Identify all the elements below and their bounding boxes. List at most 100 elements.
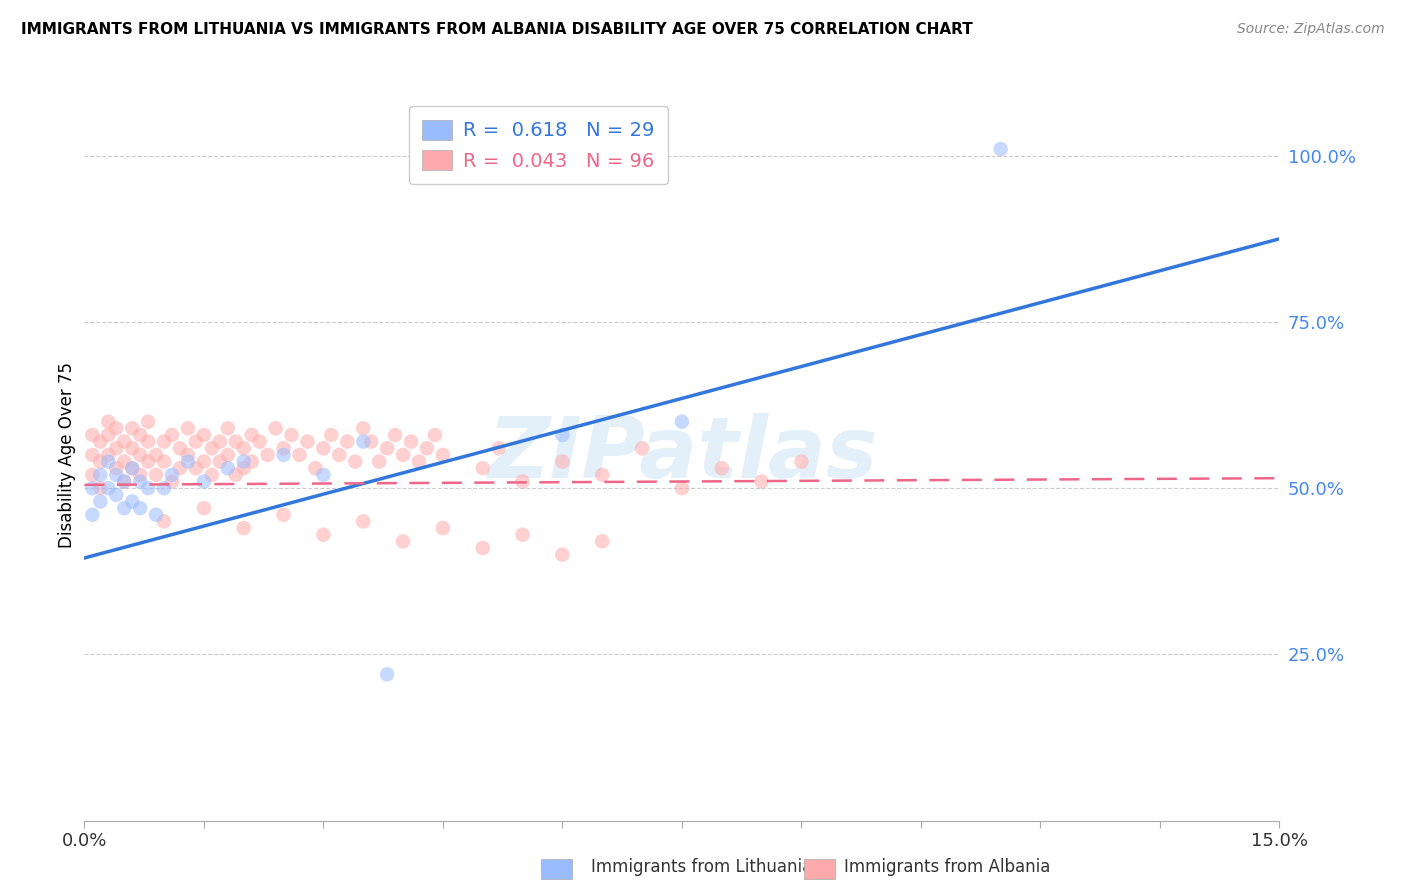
- Point: [240, 428, 263, 442]
- Point: [153, 515, 176, 529]
- Point: [352, 515, 374, 529]
- Point: [153, 481, 176, 495]
- Point: [193, 501, 215, 516]
- Point: [129, 475, 152, 489]
- Point: [121, 461, 143, 475]
- Point: [312, 442, 335, 456]
- Point: [145, 508, 167, 522]
- Point: [352, 434, 374, 449]
- Point: [201, 442, 224, 456]
- Point: [432, 521, 454, 535]
- Point: [392, 448, 415, 462]
- Point: [201, 467, 224, 482]
- Point: [249, 434, 271, 449]
- Point: [177, 421, 200, 435]
- Point: [112, 501, 135, 516]
- Text: Immigrants from Lithuania: Immigrants from Lithuania: [591, 858, 811, 876]
- Point: [240, 454, 263, 468]
- Point: [232, 461, 254, 475]
- Point: [112, 475, 135, 489]
- Point: [471, 541, 494, 555]
- Point: [217, 448, 239, 462]
- Point: [105, 467, 128, 482]
- Point: [631, 442, 654, 456]
- Point: [193, 454, 215, 468]
- Point: [184, 461, 207, 475]
- Point: [121, 421, 143, 435]
- Point: [321, 428, 343, 442]
- Point: [153, 454, 176, 468]
- Point: [551, 548, 574, 562]
- Point: [551, 454, 574, 468]
- Point: [344, 454, 367, 468]
- Point: [232, 442, 254, 456]
- Point: [145, 448, 167, 462]
- Point: [129, 501, 152, 516]
- Point: [375, 442, 398, 456]
- Point: [710, 461, 733, 475]
- Point: [160, 428, 183, 442]
- Point: [990, 142, 1012, 156]
- Point: [225, 434, 247, 449]
- Point: [112, 475, 135, 489]
- Point: [408, 454, 430, 468]
- Point: [591, 467, 613, 482]
- Point: [89, 467, 111, 482]
- Text: ZIPatlas: ZIPatlas: [486, 413, 877, 497]
- Point: [591, 534, 613, 549]
- Legend: R =  0.618   N = 29, R =  0.043   N = 96: R = 0.618 N = 29, R = 0.043 N = 96: [409, 106, 668, 185]
- Point: [193, 475, 215, 489]
- Point: [160, 467, 183, 482]
- Point: [169, 442, 191, 456]
- Point: [129, 448, 152, 462]
- Point: [177, 448, 200, 462]
- Point: [97, 454, 120, 468]
- Point: [375, 667, 398, 681]
- Point: [153, 434, 176, 449]
- Point: [82, 428, 104, 442]
- Point: [264, 421, 287, 435]
- Point: [145, 467, 167, 482]
- Point: [273, 508, 295, 522]
- Text: Source: ZipAtlas.com: Source: ZipAtlas.com: [1237, 22, 1385, 37]
- Point: [423, 428, 446, 442]
- Point: [336, 434, 359, 449]
- Point: [208, 434, 231, 449]
- Point: [121, 442, 143, 456]
- Point: [416, 442, 439, 456]
- Point: [551, 428, 574, 442]
- Point: [136, 434, 159, 449]
- Point: [512, 527, 534, 541]
- Point: [217, 461, 239, 475]
- Point: [193, 428, 215, 442]
- Point: [328, 448, 350, 462]
- Point: [112, 454, 135, 468]
- Point: [471, 461, 494, 475]
- Point: [121, 494, 143, 508]
- Point: [105, 488, 128, 502]
- Point: [384, 428, 406, 442]
- Point: [89, 454, 111, 468]
- Point: [89, 481, 111, 495]
- Point: [82, 467, 104, 482]
- Point: [790, 454, 813, 468]
- Point: [136, 481, 159, 495]
- Point: [160, 475, 183, 489]
- Point: [273, 442, 295, 456]
- Point: [89, 494, 111, 508]
- Text: IMMIGRANTS FROM LITHUANIA VS IMMIGRANTS FROM ALBANIA DISABILITY AGE OVER 75 CORR: IMMIGRANTS FROM LITHUANIA VS IMMIGRANTS …: [21, 22, 973, 37]
- Point: [360, 434, 382, 449]
- Point: [136, 454, 159, 468]
- Point: [225, 467, 247, 482]
- Point: [184, 434, 207, 449]
- Point: [368, 454, 391, 468]
- Y-axis label: Disability Age Over 75: Disability Age Over 75: [58, 362, 76, 548]
- Point: [488, 442, 510, 456]
- Point: [399, 434, 422, 449]
- Point: [280, 428, 302, 442]
- Point: [232, 521, 254, 535]
- Point: [208, 454, 231, 468]
- Point: [136, 415, 159, 429]
- Point: [288, 448, 311, 462]
- Point: [129, 428, 152, 442]
